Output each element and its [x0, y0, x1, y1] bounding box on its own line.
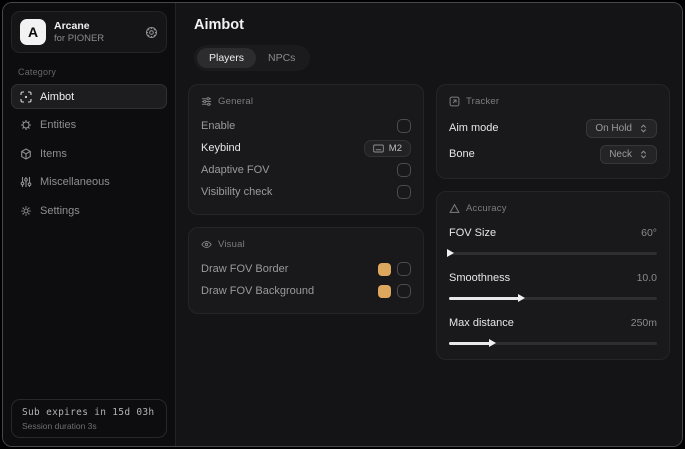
- setting-row-keybind: Keybind M2: [201, 137, 411, 159]
- app-header-card: A Arcane for PIONER: [11, 11, 167, 53]
- keybind-button[interactable]: M2: [363, 139, 411, 157]
- page-title: Aimbot: [194, 17, 244, 33]
- section-title-visual: Visual: [218, 239, 245, 250]
- subscription-info-box: Sub expires in 15d 03h Session duration …: [11, 399, 167, 438]
- sidebar-item-miscellaneous[interactable]: Miscellaneous: [11, 170, 167, 195]
- sidebar-item-label: Items: [40, 147, 67, 160]
- keyboard-icon: [372, 144, 384, 153]
- setting-row-enable: Enable: [201, 115, 411, 137]
- setting-row-visibility-check: Visibility check: [201, 181, 411, 203]
- eye-icon: [201, 239, 212, 250]
- tab-players[interactable]: Players: [197, 48, 257, 68]
- tab-bar: Players NPCs: [194, 45, 311, 71]
- setting-row-adaptive-fov: Adaptive FOV: [201, 159, 411, 181]
- app-name: Arcane: [54, 19, 90, 32]
- fov-background-color-swatch[interactable]: [378, 284, 391, 298]
- app-logo: A: [20, 19, 46, 45]
- smoothness-slider[interactable]: [449, 293, 657, 303]
- draw-fov-border-checkbox[interactable]: [397, 262, 411, 276]
- section-title-general: General: [218, 96, 254, 107]
- triangle-icon: [449, 203, 460, 214]
- sidebar-item-label: Aimbot: [40, 90, 75, 103]
- sidebar-item-items[interactable]: Items: [11, 141, 167, 166]
- bone-value: Neck: [609, 148, 632, 160]
- fov-size-slider[interactable]: [447, 248, 657, 258]
- sliders-icon: [201, 96, 212, 107]
- main-panel: Aimbot Players NPCs General: [175, 3, 682, 446]
- visibility-check-checkbox[interactable]: [397, 185, 411, 199]
- select-expand-icon: [639, 149, 648, 159]
- sidebar: A Arcane for PIONER Category Aimbot: [3, 3, 175, 446]
- smoothness-setting: Smoothness 10.0: [449, 267, 657, 303]
- fov-border-color-swatch[interactable]: [378, 262, 391, 276]
- settings-gear-icon[interactable]: [145, 26, 158, 39]
- sidebar-item-label: Entities: [40, 119, 77, 131]
- accuracy-card: Accuracy FOV Size 60°: [436, 191, 670, 360]
- fov-size-value: 60°: [641, 227, 657, 239]
- section-title-accuracy: Accuracy: [466, 203, 507, 214]
- setting-row-aim-mode: Aim mode On Hold: [449, 115, 657, 141]
- keybind-value: M2: [388, 142, 402, 154]
- entities-icon: [20, 119, 32, 131]
- setting-row-draw-fov-background: Draw FOV Background: [201, 280, 411, 302]
- general-card: General Enable Keybind: [188, 84, 424, 215]
- max-distance-slider[interactable]: [449, 338, 657, 348]
- fov-size-setting: FOV Size 60°: [447, 222, 657, 258]
- tracker-card: Tracker Aim mode On Hold: [436, 84, 670, 179]
- sidebar-item-label: Miscellaneous: [40, 176, 110, 188]
- max-distance-setting: Max distance 250m: [449, 312, 657, 348]
- select-expand-icon: [639, 123, 648, 133]
- tracker-icon: [449, 96, 460, 107]
- max-distance-slider-handle[interactable]: [488, 339, 496, 347]
- smoothness-value: 10.0: [636, 272, 657, 284]
- setting-row-draw-fov-border: Draw FOV Border: [201, 258, 411, 280]
- aim-mode-value: On Hold: [595, 122, 632, 134]
- aim-mode-dropdown[interactable]: On Hold: [586, 118, 657, 138]
- tab-npcs[interactable]: NPCs: [268, 52, 296, 64]
- crosshair-scan-icon: [20, 90, 32, 103]
- max-distance-value: 250m: [630, 317, 657, 329]
- session-duration-text: Session duration 3s: [22, 421, 97, 431]
- sidebar-item-label: Settings: [40, 204, 80, 217]
- gear-icon: [20, 205, 32, 217]
- smoothness-slider-handle[interactable]: [517, 294, 525, 302]
- setting-row-bone: Bone Neck: [449, 141, 657, 167]
- draw-fov-background-checkbox[interactable]: [397, 284, 411, 298]
- sidebar-item-aimbot[interactable]: Aimbot: [11, 84, 167, 109]
- app-subtitle: for PIONER: [54, 32, 105, 44]
- sub-expiry-text: Sub expires in 15d 03h: [22, 407, 155, 418]
- section-title-tracker: Tracker: [466, 96, 500, 107]
- visual-card: Visual Draw FOV Border Draw FOV Backgrou…: [188, 227, 424, 314]
- category-label: Category: [18, 67, 57, 77]
- adaptive-fov-checkbox[interactable]: [397, 163, 411, 177]
- sidebar-item-settings[interactable]: Settings: [11, 198, 167, 223]
- fov-size-slider-handle[interactable]: [447, 249, 455, 257]
- enable-checkbox[interactable]: [397, 119, 411, 133]
- miscellaneous-icon: [20, 176, 32, 188]
- sidebar-item-entities[interactable]: Entities: [11, 113, 167, 138]
- items-cube-icon: [20, 147, 32, 160]
- bone-dropdown[interactable]: Neck: [600, 144, 657, 164]
